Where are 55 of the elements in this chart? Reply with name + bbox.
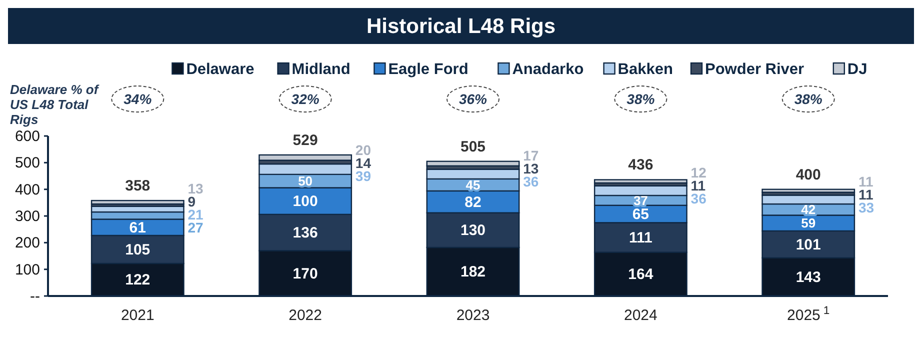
y-tick-label: -- bbox=[30, 288, 40, 305]
y-tick-label: 400 bbox=[14, 181, 40, 198]
data-label: 101 bbox=[796, 236, 821, 254]
y-tick-label: 500 bbox=[14, 154, 40, 172]
data-label: 136 bbox=[292, 224, 318, 242]
text: 38% bbox=[794, 91, 823, 107]
legend-label: Eagle Ford bbox=[388, 61, 468, 78]
y-tick-label: 300 bbox=[14, 208, 40, 225]
data-label: 42 bbox=[801, 202, 816, 218]
data-label: 100 bbox=[292, 193, 318, 210]
x-tick-label: 2023 bbox=[456, 307, 490, 324]
data-label: 105 bbox=[125, 241, 150, 258]
total-label: 358 bbox=[125, 178, 150, 195]
data-label: 50 bbox=[298, 174, 313, 189]
legend-label: Midland bbox=[292, 61, 350, 78]
text: 32% bbox=[291, 91, 320, 107]
data-label: 130 bbox=[460, 222, 486, 240]
bar bbox=[594, 179, 688, 184]
legend-label: DJ bbox=[847, 61, 868, 78]
bar bbox=[762, 188, 856, 193]
legend-label: Powder River bbox=[705, 61, 804, 78]
data-label: 111 bbox=[628, 229, 652, 246]
text: 36% bbox=[458, 91, 488, 107]
x-tick-label: 2022 bbox=[288, 307, 322, 324]
data-label: 45 bbox=[466, 177, 480, 192]
data-label: 82 bbox=[464, 194, 482, 211]
total-label: 400 bbox=[796, 166, 821, 184]
data-label: 59 bbox=[801, 216, 816, 231]
data-label: 37 bbox=[633, 192, 648, 208]
bar bbox=[90, 200, 184, 205]
chart-title: Historical L48 Rigs bbox=[366, 15, 556, 38]
data-label: 182 bbox=[460, 264, 486, 281]
text: 34% bbox=[124, 91, 152, 107]
total-label: 436 bbox=[628, 156, 654, 174]
x-tick-label: 2025$^{1}$ bbox=[787, 305, 830, 324]
y-tick-label: 100 bbox=[14, 261, 40, 278]
data-label: 143 bbox=[796, 268, 821, 286]
total-label: 529 bbox=[292, 132, 318, 149]
y-tick-label: 600 bbox=[14, 128, 40, 145]
data-label: 61 bbox=[129, 219, 146, 236]
bar bbox=[258, 154, 352, 161]
y-tick-label: 200 bbox=[14, 234, 40, 252]
data-label: 164 bbox=[628, 266, 654, 284]
data-label: 65 bbox=[632, 206, 650, 223]
text: 38% bbox=[626, 91, 656, 107]
legend-label: Bakken bbox=[618, 61, 673, 78]
text: Delaware % of US L48 Total Rigs bbox=[10, 82, 100, 127]
legend-label: Delaware bbox=[186, 61, 255, 78]
x-tick-label: 2024 bbox=[624, 307, 658, 324]
data-label: 122 bbox=[125, 272, 150, 289]
total-label: 505 bbox=[460, 138, 486, 156]
x-tick-label: 2021 bbox=[120, 307, 154, 324]
data-label: 170 bbox=[292, 265, 318, 282]
legend-label: Anadarko bbox=[512, 61, 584, 78]
bar bbox=[426, 160, 520, 166]
